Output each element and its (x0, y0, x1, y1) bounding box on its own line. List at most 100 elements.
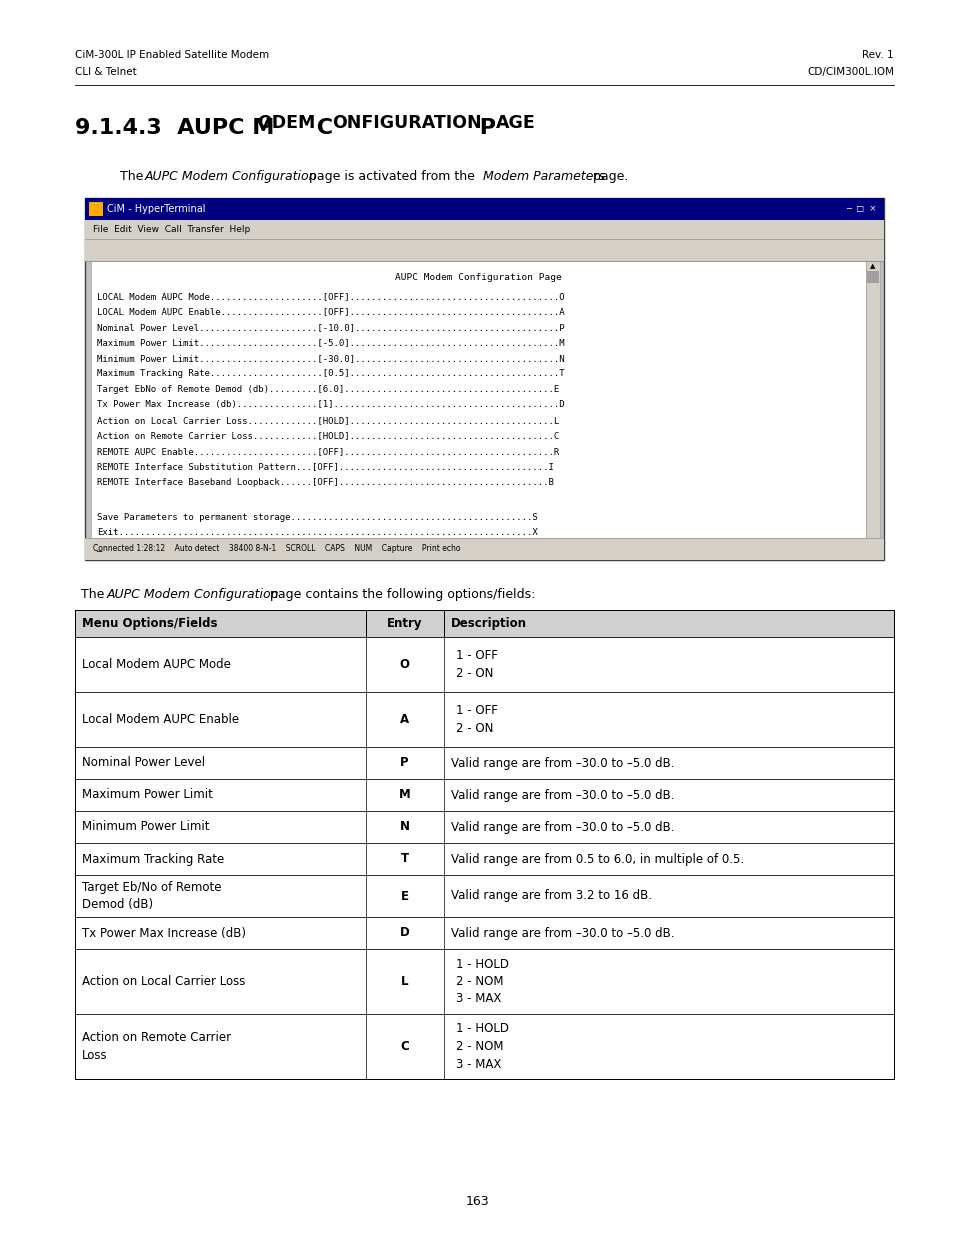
Text: Modem Parameters: Modem Parameters (482, 170, 604, 183)
Text: Maximum Tracking Rate: Maximum Tracking Rate (82, 852, 224, 866)
Text: AUPC Modem Configuration: AUPC Modem Configuration (145, 170, 317, 183)
Text: Maximum Power Limit: Maximum Power Limit (82, 788, 213, 802)
Text: Entry: Entry (387, 618, 422, 630)
Text: A: A (399, 713, 409, 726)
Text: Valid range are from –30.0 to –5.0 dB.: Valid range are from –30.0 to –5.0 dB. (450, 757, 674, 769)
Text: CiM-300L IP Enabled Satellite Modem: CiM-300L IP Enabled Satellite Modem (75, 49, 269, 61)
Bar (865, 261, 879, 538)
Text: Maximum Power Limit......................[-5.0].................................: Maximum Power Limit.....................… (97, 338, 564, 347)
Bar (75, 747, 893, 779)
Text: LOCAL Modem AUPC Mode.....................[OFF].................................: LOCAL Modem AUPC Mode...................… (97, 291, 564, 301)
Text: E: E (400, 889, 408, 903)
Text: _: _ (97, 543, 102, 552)
Text: Local Modem AUPC Mode: Local Modem AUPC Mode (82, 658, 231, 671)
Text: 2 - NOM: 2 - NOM (456, 974, 502, 988)
Text: C: C (309, 119, 333, 138)
Bar (866, 270, 878, 283)
Text: page.: page. (588, 170, 628, 183)
Text: CD/CIM300L.IOM: CD/CIM300L.IOM (806, 67, 893, 77)
Bar (75, 948, 893, 1014)
Bar (75, 918, 893, 948)
Text: AGE: AGE (496, 114, 536, 132)
Text: Description: Description (450, 618, 526, 630)
Text: Valid range are from 3.2 to 16 dB.: Valid range are from 3.2 to 16 dB. (450, 889, 651, 903)
Bar (91, 261, 865, 538)
Text: Minimum Power Limit: Minimum Power Limit (82, 820, 210, 834)
Text: REMOTE AUPC Enable.......................[OFF]..................................: REMOTE AUPC Enable......................… (97, 447, 558, 456)
Text: ▲: ▲ (869, 263, 875, 269)
Text: T: T (400, 852, 408, 866)
Text: L: L (400, 974, 408, 988)
Text: Tx Power Max Increase (db)...............[1]....................................: Tx Power Max Increase (db)..............… (97, 400, 564, 410)
Bar (75, 637, 893, 692)
Text: CiM - HyperTerminal: CiM - HyperTerminal (107, 204, 205, 214)
Text: CLI & Telnet: CLI & Telnet (75, 67, 136, 77)
Bar (75, 844, 893, 876)
Text: Minimum Power Limit......................[-30.0]................................: Minimum Power Limit.....................… (97, 354, 564, 363)
Bar (75, 692, 893, 747)
Text: Action on Remote Carrier Loss............[HOLD].................................: Action on Remote Carrier Loss...........… (97, 431, 558, 441)
Text: 163: 163 (465, 1195, 488, 1208)
Text: Target Eb/No of Remote: Target Eb/No of Remote (82, 881, 221, 894)
Bar (75, 610, 893, 637)
Text: Exit............................................................................: Exit....................................… (97, 529, 537, 537)
Text: 9.1.4.3  AUPC M: 9.1.4.3 AUPC M (75, 119, 274, 138)
Text: Nominal Power Level: Nominal Power Level (82, 757, 205, 769)
Bar (85, 198, 883, 559)
Text: 2 - NOM: 2 - NOM (456, 1040, 502, 1053)
Text: Action on Remote Carrier: Action on Remote Carrier (82, 1031, 231, 1045)
Text: 1 - HOLD: 1 - HOLD (456, 957, 508, 971)
Bar (75, 779, 893, 811)
Text: 3 - MAX: 3 - MAX (456, 993, 500, 1005)
Text: 2 - ON: 2 - ON (456, 721, 493, 735)
Text: The: The (81, 588, 109, 601)
Text: Demod (dB): Demod (dB) (82, 898, 153, 911)
Bar (85, 538, 883, 559)
Text: ─  □  ×: ─ □ × (844, 205, 875, 214)
Text: Tx Power Max Increase (dB): Tx Power Max Increase (dB) (82, 926, 246, 940)
Text: M: M (398, 788, 410, 802)
Bar (75, 876, 893, 918)
Text: Valid range are from –30.0 to –5.0 dB.: Valid range are from –30.0 to –5.0 dB. (450, 926, 674, 940)
Bar (75, 811, 893, 844)
Text: Maximum Tracking Rate.....................[0.5].................................: Maximum Tracking Rate...................… (97, 369, 564, 378)
Text: N: N (399, 820, 409, 834)
Text: Valid range are from –30.0 to –5.0 dB.: Valid range are from –30.0 to –5.0 dB. (450, 788, 674, 802)
Text: REMOTE Interface Substitution Pattern...[OFF]...................................: REMOTE Interface Substitution Pattern...… (97, 462, 554, 472)
Text: Nominal Power Level......................[-10.0]................................: Nominal Power Level.....................… (97, 324, 564, 332)
Text: AUPC Modem Configuration: AUPC Modem Configuration (107, 588, 278, 601)
Text: ODEM: ODEM (256, 114, 315, 132)
Text: P: P (472, 119, 496, 138)
Text: File  Edit  View  Call  Transfer  Help: File Edit View Call Transfer Help (92, 225, 250, 233)
Text: 2 - ON: 2 - ON (456, 667, 493, 679)
Text: Local Modem AUPC Enable: Local Modem AUPC Enable (82, 713, 239, 726)
Text: AUPC Modem Configuration Page: AUPC Modem Configuration Page (395, 273, 561, 282)
Text: Rev. 1: Rev. 1 (862, 49, 893, 61)
Text: page is activated from the: page is activated from the (305, 170, 478, 183)
Text: Action on Local Carrier Loss.............[HOLD].................................: Action on Local Carrier Loss............… (97, 416, 558, 425)
Text: 1 - OFF: 1 - OFF (456, 650, 497, 662)
Text: Target EbNo of Remote Demod (db).........[6.0]..................................: Target EbNo of Remote Demod (db)........… (97, 385, 558, 394)
Bar (75, 610, 893, 1079)
Text: Action on Local Carrier Loss: Action on Local Carrier Loss (82, 974, 245, 988)
Bar (85, 240, 883, 261)
Bar (85, 220, 883, 240)
Bar (89, 203, 103, 216)
Text: Menu Options/Fields: Menu Options/Fields (82, 618, 217, 630)
Text: The: The (120, 170, 147, 183)
Text: 1 - OFF: 1 - OFF (456, 704, 497, 718)
Text: 3 - MAX: 3 - MAX (456, 1057, 500, 1071)
Text: D: D (399, 926, 409, 940)
Text: Connected 1:28:12    Auto detect    38400 8-N-1    SCROLL    CAPS    NUM    Capt: Connected 1:28:12 Auto detect 38400 8-N-… (92, 545, 460, 553)
Text: 1 - HOLD: 1 - HOLD (456, 1023, 508, 1035)
Text: Valid range are from 0.5 to 6.0, in multiple of 0.5.: Valid range are from 0.5 to 6.0, in mult… (450, 852, 743, 866)
Text: LOCAL Modem AUPC Enable...................[OFF].................................: LOCAL Modem AUPC Enable.................… (97, 308, 564, 316)
Text: REMOTE Interface Baseband Loopback......[OFF]...................................: REMOTE Interface Baseband Loopback......… (97, 478, 554, 487)
Text: ONFIGURATION: ONFIGURATION (332, 114, 481, 132)
Text: Loss: Loss (82, 1049, 108, 1062)
Text: P: P (400, 757, 409, 769)
Text: Save Parameters to permanent storage............................................: Save Parameters to permanent storage....… (97, 513, 537, 521)
Text: Valid range are from –30.0 to –5.0 dB.: Valid range are from –30.0 to –5.0 dB. (450, 820, 674, 834)
Bar (85, 198, 883, 220)
Text: C: C (400, 1040, 409, 1053)
